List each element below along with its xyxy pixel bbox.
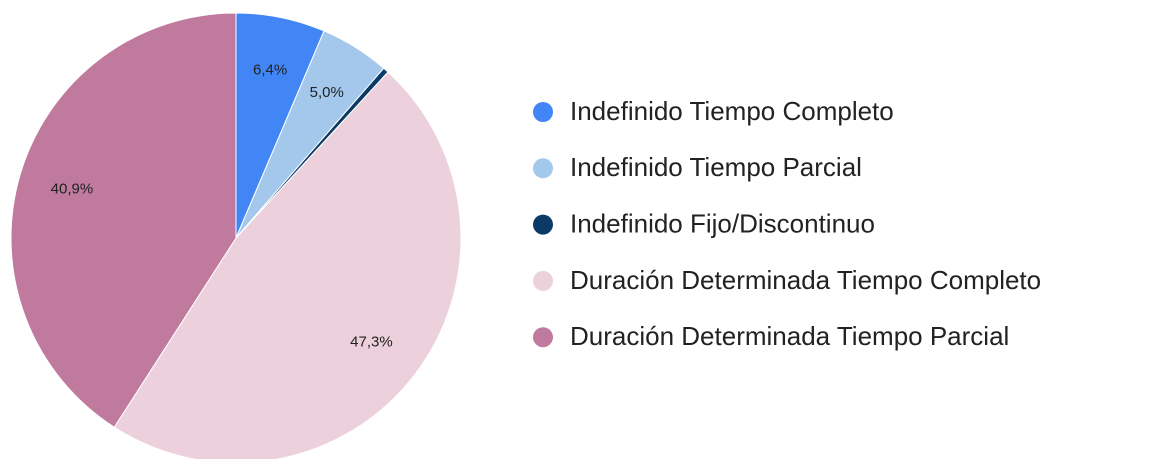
legend-marker xyxy=(533,270,553,291)
legend-marker xyxy=(533,102,553,122)
legend-label: Duración Determinada Tiempo Completo xyxy=(570,265,1041,295)
legend-label: Duración Determinada Tiempo Parcial xyxy=(570,321,1009,351)
slice-label: 40,9% xyxy=(51,181,94,198)
legend-label: Indefinido Tiempo Completo xyxy=(570,96,894,126)
slice-label: 6,4% xyxy=(253,61,287,78)
legend-label: Indefinido Tiempo Parcial xyxy=(570,152,862,182)
legend-marker xyxy=(533,214,553,235)
slice-label: 5,0% xyxy=(310,84,344,101)
legend-label: Indefinido Fijo/Discontinuo xyxy=(570,208,875,238)
pie-slice xyxy=(10,12,237,428)
pie-slice xyxy=(113,71,462,459)
legend-marker xyxy=(533,327,553,348)
legend-marker xyxy=(533,158,553,179)
slice-label: 47,3% xyxy=(350,333,393,350)
